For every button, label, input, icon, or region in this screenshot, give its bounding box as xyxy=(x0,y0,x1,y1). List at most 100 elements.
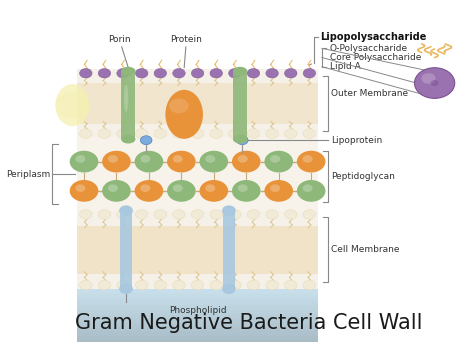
Bar xyxy=(77,338,319,342)
Circle shape xyxy=(266,210,278,219)
Circle shape xyxy=(80,129,92,139)
Circle shape xyxy=(70,180,98,202)
Bar xyxy=(77,211,319,289)
Circle shape xyxy=(173,280,185,290)
Bar xyxy=(77,312,319,315)
Circle shape xyxy=(303,280,316,290)
Bar xyxy=(77,317,319,320)
Circle shape xyxy=(119,205,133,216)
Circle shape xyxy=(108,184,118,192)
Circle shape xyxy=(173,184,183,192)
Circle shape xyxy=(266,69,278,78)
Circle shape xyxy=(80,280,92,290)
Circle shape xyxy=(117,129,129,139)
Circle shape xyxy=(284,210,297,219)
Bar xyxy=(233,71,247,139)
Ellipse shape xyxy=(233,67,247,75)
Circle shape xyxy=(247,69,260,78)
Bar xyxy=(77,83,319,124)
Circle shape xyxy=(135,180,163,202)
Bar xyxy=(223,211,235,289)
Circle shape xyxy=(108,155,118,163)
Circle shape xyxy=(414,68,455,98)
Circle shape xyxy=(210,210,222,219)
Bar xyxy=(77,325,319,329)
Circle shape xyxy=(140,136,152,145)
Text: O-Polysaccharide: O-Polysaccharide xyxy=(329,44,408,53)
Circle shape xyxy=(284,129,297,139)
Circle shape xyxy=(421,73,436,84)
Circle shape xyxy=(55,92,90,118)
Circle shape xyxy=(210,69,222,78)
Text: Peptidoglycan: Peptidoglycan xyxy=(331,172,395,181)
Bar xyxy=(77,226,319,274)
Circle shape xyxy=(430,80,438,86)
Text: Gram Negative Bacteria Cell Wall: Gram Negative Bacteria Cell Wall xyxy=(75,313,423,333)
Circle shape xyxy=(270,184,280,192)
Bar xyxy=(77,336,319,339)
Circle shape xyxy=(102,180,131,202)
Ellipse shape xyxy=(165,90,203,139)
Circle shape xyxy=(247,280,260,290)
Bar xyxy=(77,289,319,342)
Circle shape xyxy=(302,184,313,192)
Circle shape xyxy=(237,155,248,163)
Circle shape xyxy=(140,155,150,163)
Bar xyxy=(77,307,319,310)
Text: Lipid A: Lipid A xyxy=(329,62,360,71)
Circle shape xyxy=(173,69,185,78)
Ellipse shape xyxy=(233,135,247,143)
Circle shape xyxy=(303,210,316,219)
Ellipse shape xyxy=(124,85,128,112)
Ellipse shape xyxy=(55,84,90,126)
Circle shape xyxy=(75,184,85,192)
Circle shape xyxy=(154,210,166,219)
Bar xyxy=(77,320,319,323)
Circle shape xyxy=(228,280,241,290)
Circle shape xyxy=(136,280,148,290)
Bar xyxy=(77,299,319,302)
Circle shape xyxy=(154,69,166,78)
Circle shape xyxy=(98,210,111,219)
Circle shape xyxy=(154,280,166,290)
Bar xyxy=(77,69,319,138)
Circle shape xyxy=(173,129,185,139)
Bar xyxy=(77,291,319,294)
Bar xyxy=(77,138,319,211)
Circle shape xyxy=(169,98,189,113)
Circle shape xyxy=(80,69,92,78)
Text: Protein: Protein xyxy=(171,35,202,68)
Circle shape xyxy=(167,151,196,173)
Bar xyxy=(77,309,319,312)
Circle shape xyxy=(266,129,278,139)
Circle shape xyxy=(117,280,129,290)
Circle shape xyxy=(102,151,131,173)
Circle shape xyxy=(200,180,228,202)
Circle shape xyxy=(191,69,204,78)
Bar xyxy=(77,301,319,305)
Circle shape xyxy=(264,180,293,202)
Circle shape xyxy=(75,155,85,163)
Circle shape xyxy=(247,129,260,139)
Circle shape xyxy=(284,69,297,78)
Circle shape xyxy=(167,180,196,202)
Circle shape xyxy=(284,280,297,290)
Circle shape xyxy=(247,210,260,219)
Circle shape xyxy=(80,210,92,219)
Text: Porin: Porin xyxy=(108,35,131,68)
Bar xyxy=(120,211,132,289)
Circle shape xyxy=(205,155,215,163)
Circle shape xyxy=(222,284,236,294)
Circle shape xyxy=(297,151,326,173)
Circle shape xyxy=(228,210,241,219)
Ellipse shape xyxy=(121,67,136,75)
Circle shape xyxy=(210,280,222,290)
Text: Periplasm: Periplasm xyxy=(6,169,50,179)
Circle shape xyxy=(117,69,129,78)
Bar xyxy=(77,328,319,331)
Bar xyxy=(77,296,319,299)
Circle shape xyxy=(264,151,293,173)
Circle shape xyxy=(191,280,204,290)
Circle shape xyxy=(228,69,241,78)
Circle shape xyxy=(222,205,236,216)
